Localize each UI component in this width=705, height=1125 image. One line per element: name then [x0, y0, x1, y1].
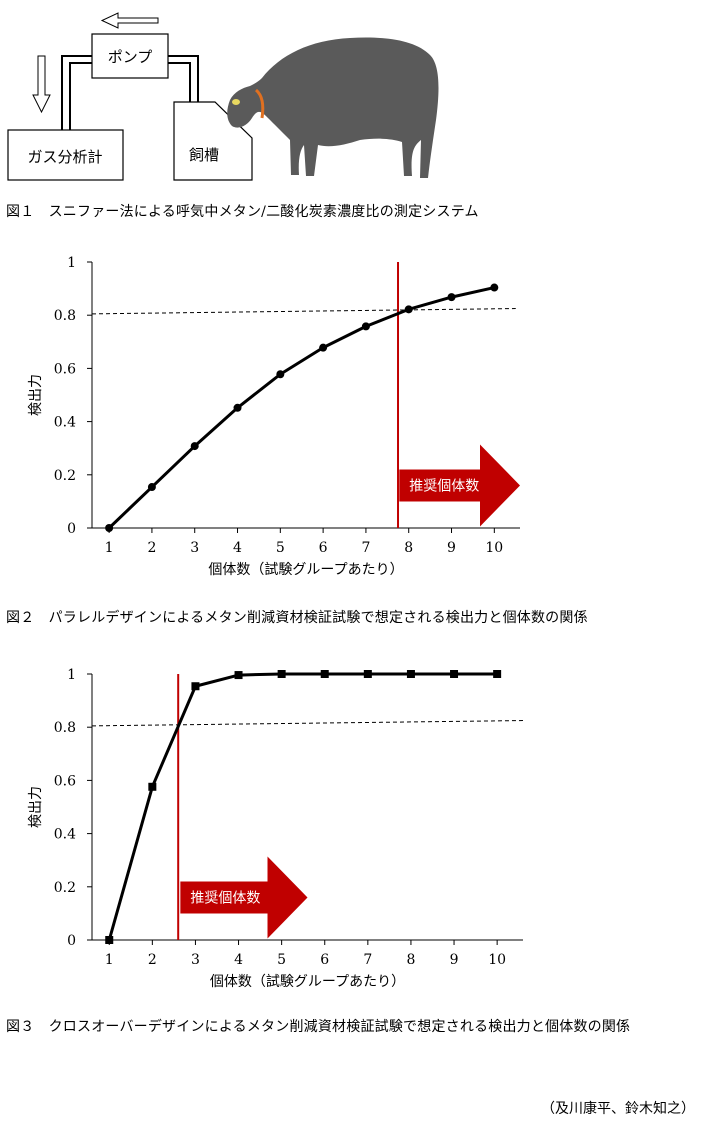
reference-line: [91, 720, 524, 727]
data-point: [105, 936, 114, 944]
recommended-count-label: 推奨個体数: [409, 478, 479, 494]
gas-analyzer-label: ガス分析計: [27, 148, 102, 166]
y-tick-label: 0.2: [54, 880, 76, 896]
airflow-down-arrow-icon: [32, 55, 51, 114]
y-tick-label: 0.4: [54, 827, 76, 843]
data-point: [190, 442, 199, 451]
data-point: [493, 670, 502, 678]
x-tick-label: 8: [404, 540, 413, 556]
gas-tube: [61, 55, 199, 132]
x-axis-label: 個体数（試験グループあたり）: [210, 974, 405, 990]
data-point: [147, 483, 156, 492]
x-tick-label: 5: [277, 952, 286, 968]
data-point: [319, 343, 328, 352]
x-tick-label: 7: [361, 540, 370, 556]
x-tick-label: 3: [191, 952, 200, 968]
data-point: [234, 671, 243, 680]
y-tick-label: 0.8: [54, 308, 76, 324]
y-tick-label: 0.8: [54, 720, 76, 736]
y-tick-label: 0: [67, 521, 76, 537]
y-tick-label: 1: [67, 667, 76, 683]
figure1-diagram: ポンプ ガス分析計 飼槽: [7, 12, 439, 181]
gas-analyzer-box: [7, 129, 124, 181]
data-point: [191, 682, 200, 691]
y-tick-label: 0.6: [54, 773, 76, 789]
x-tick-label: 1: [105, 952, 114, 968]
data-point: [406, 670, 415, 678]
x-tick-label: 10: [485, 540, 503, 556]
x-axis-label: 個体数（試験グループあたり）: [208, 562, 403, 578]
y-axis-label: 検出力: [28, 786, 44, 828]
data-point: [233, 403, 242, 412]
x-tick-label: 9: [450, 952, 459, 968]
x-tick-label: 7: [363, 952, 372, 968]
airflow-left-arrow-icon: [100, 12, 159, 29]
x-tick-label: 1: [105, 540, 114, 556]
data-point: [447, 293, 456, 302]
x-tick-label: 2: [147, 540, 156, 556]
data-point: [148, 782, 157, 791]
figure3-chart: 0 0.2 0.4 0.6 0.8 1 1 2 3 4 5 6 7 8 9 10 個体数（試験グループあたり） 検…: [28, 667, 524, 990]
x-tick-label: 10: [488, 952, 506, 968]
power-series-line: [108, 286, 495, 530]
data-point: [363, 670, 372, 678]
data-point: [450, 670, 459, 678]
recommended-count-arrow: [399, 444, 520, 527]
y-tick-label: 0.6: [54, 361, 76, 377]
data-point: [320, 670, 329, 678]
pump-box: [91, 33, 169, 79]
data-point: [105, 524, 114, 532]
x-tick-label: 5: [276, 540, 285, 556]
figure2-caption: 図２ パラレルデザインによるメタン削減資材検証試験で想定される検出力と個体数の関…: [6, 610, 588, 626]
reference-line: [91, 308, 516, 315]
recommended-count-arrow: [180, 856, 308, 939]
x-tick-label: 2: [148, 952, 157, 968]
pump-label: ポンプ: [108, 48, 153, 66]
figure2-chart: 0 0.2 0.4 0.6 0.8 1 1 2 3 4 5 6 7 8 9 10 個体数（試験グループあたり） 検…: [28, 255, 520, 578]
figure1-caption: 図１ スニファー法による呼気中メタン/二酸化炭素濃度比の測定システム: [6, 204, 479, 220]
data-point: [277, 670, 286, 678]
data-point: [490, 283, 499, 292]
x-tick-label: 6: [320, 952, 329, 968]
feed-trough-label: 飼槽: [189, 146, 219, 164]
x-tick-label: 8: [406, 952, 415, 968]
x-tick-label: 4: [233, 540, 242, 556]
x-tick-label: 3: [190, 540, 199, 556]
x-tick-label: 9: [447, 540, 456, 556]
y-axis-label: 検出力: [28, 374, 44, 416]
data-point: [276, 370, 285, 379]
power-series-line: [107, 672, 498, 941]
recommended-count-label: 推奨個体数: [190, 890, 260, 906]
y-tick-label: 0: [67, 933, 76, 949]
y-tick-label: 0.2: [54, 468, 76, 484]
x-tick-label: 6: [319, 540, 328, 556]
figure3-caption: 図３ クロスオーバーデザインによるメタン削減資材検証試験で想定される検出力と個体…: [6, 1019, 631, 1035]
data-point: [404, 305, 413, 314]
x-tick-label: 4: [234, 952, 243, 968]
y-tick-label: 1: [67, 255, 76, 271]
data-point: [361, 322, 370, 331]
cow-icon: [227, 37, 439, 178]
author-credit: （及川康平、鈴木知之）: [541, 1101, 695, 1117]
y-tick-label: 0.4: [54, 415, 76, 431]
